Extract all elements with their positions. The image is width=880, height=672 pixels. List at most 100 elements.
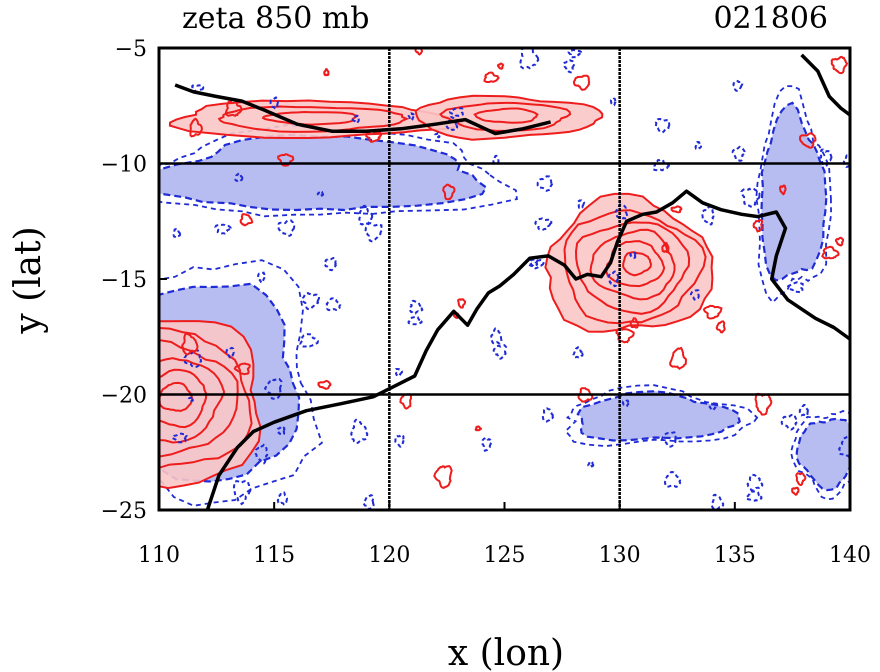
negative-speck	[732, 79, 744, 92]
positive-speck	[821, 245, 840, 260]
positive-speck	[830, 55, 849, 75]
negative-speck	[536, 175, 554, 192]
positive-speck	[629, 317, 639, 329]
negative-speck	[652, 158, 671, 172]
positive-speck	[189, 117, 203, 138]
negative-speck	[394, 433, 405, 448]
negative-speck	[689, 289, 701, 302]
negative-speck	[694, 140, 702, 150]
x-tick-label-110: 110	[138, 543, 180, 568]
negative-contour-north-negative-band	[159, 124, 518, 218]
negative-speck	[744, 490, 763, 502]
negative-speck	[171, 432, 188, 444]
positive-speck	[795, 472, 807, 487]
tick-layer: 110 115 120 125 130 135 140 −5 −10 −15 −20 −25	[101, 37, 871, 568]
positive-speck	[661, 241, 670, 254]
positive-contour-java-shear-band-1	[217, 105, 410, 133]
negative-speck	[701, 205, 715, 226]
negative-speck	[731, 145, 746, 162]
negative-contour-south-negative-patch	[564, 384, 759, 448]
negative-speck	[629, 251, 637, 259]
positive-contour-java-shear-band-2	[261, 110, 360, 126]
negative-speck	[276, 491, 289, 506]
positive-speck	[442, 183, 456, 201]
positive-speck	[233, 362, 251, 376]
positive-speck	[365, 130, 383, 143]
negative-speck	[489, 327, 503, 345]
negative-speck	[621, 399, 630, 408]
positive-speck	[702, 304, 723, 320]
negative-speck	[448, 107, 464, 117]
negative-speck	[187, 396, 195, 403]
x-axis-label: x (lon)	[448, 633, 564, 672]
negative-speck	[576, 199, 586, 210]
positive-speck	[670, 205, 683, 214]
positive-speck	[715, 320, 726, 334]
positive-speck	[752, 219, 764, 233]
y-axis-label: y (lat)	[8, 226, 49, 334]
negative-speck	[480, 436, 493, 453]
negative-speck	[780, 413, 798, 431]
negative-speck	[269, 96, 279, 110]
negative-speck	[534, 217, 553, 232]
positive-speck	[798, 132, 817, 149]
negative-speck	[363, 222, 383, 243]
negative-speck	[614, 203, 629, 220]
negative-speck	[607, 270, 620, 288]
negative-speck	[191, 83, 205, 93]
field-layer	[159, 48, 850, 510]
negative-speck	[323, 256, 337, 272]
negative-speck	[740, 187, 761, 208]
negative-speck	[254, 443, 269, 465]
negative-contour-west-negative-arc	[159, 259, 323, 507]
positive-speck	[834, 236, 845, 247]
positive-contour-cyclone-center-3	[589, 228, 676, 301]
positive-speck	[778, 184, 787, 196]
negative-speck	[408, 299, 424, 315]
negative-speck	[350, 418, 369, 445]
negative-region-north-negative-band	[159, 133, 488, 212]
negative-speck	[746, 473, 764, 492]
positive-speck	[414, 48, 423, 56]
date-label: 021806	[713, 1, 828, 36]
positive-speck	[572, 74, 591, 91]
positive-contour-west-cyclone-1	[159, 327, 253, 469]
x-tick-label-140: 140	[829, 543, 871, 568]
new-guinea-coastline	[800, 53, 850, 117]
negative-speck	[394, 367, 404, 377]
x-tick-label-115: 115	[253, 543, 295, 568]
negative-speck	[276, 219, 296, 237]
positive-speck	[669, 346, 687, 370]
negative-region-south-negative-patch	[576, 390, 741, 442]
negative-speck	[225, 346, 235, 359]
negative-speck	[562, 59, 575, 74]
positive-contour-banda-shear-band-1	[439, 101, 572, 132]
chart-title: zeta 850 mb	[182, 1, 370, 36]
positive-contour-west-cyclone-3	[159, 357, 226, 444]
positive-speck	[239, 213, 254, 227]
positive-speck	[224, 99, 243, 117]
negative-speck	[587, 460, 595, 468]
negative-speck	[798, 404, 809, 417]
positive-speck	[180, 332, 199, 356]
negative-speck	[434, 132, 441, 139]
negative-speck	[256, 271, 266, 284]
negative-speck	[710, 493, 725, 510]
positive-speck	[323, 67, 330, 77]
negative-speck	[299, 333, 319, 348]
positive-contour-cyclone-center-5	[622, 251, 652, 277]
x-tick-label-120: 120	[368, 543, 410, 568]
australia-coastline	[205, 189, 850, 510]
negative-speck	[445, 116, 459, 132]
negative-speck	[492, 344, 508, 360]
y-tick-label-5: −5	[115, 37, 147, 62]
y-tick-label-25: −25	[101, 499, 147, 524]
negative-speck	[567, 49, 583, 59]
positive-speck	[317, 379, 332, 390]
negative-speck	[528, 258, 545, 270]
positive-speck	[474, 425, 483, 432]
positive-speck	[457, 298, 467, 309]
negative-speck	[407, 315, 423, 326]
